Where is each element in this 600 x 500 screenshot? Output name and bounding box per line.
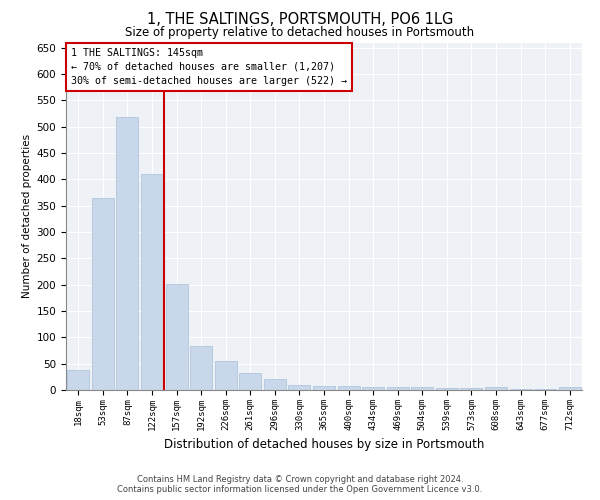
Bar [559,388,581,390]
Bar [190,346,212,390]
X-axis label: Distribution of detached houses by size in Portsmouth: Distribution of detached houses by size … [164,438,484,451]
Bar [411,388,433,390]
Bar [116,118,139,390]
Text: 1 THE SALTINGS: 145sqm
← 70% of detached houses are smaller (1,207)
30% of semi-: 1 THE SALTINGS: 145sqm ← 70% of detached… [71,48,347,86]
Bar [92,198,114,390]
Bar [166,284,188,390]
Bar [436,388,458,390]
Bar [289,384,310,390]
Bar [264,380,286,390]
Bar [485,388,507,390]
Bar [509,389,532,390]
Bar [386,388,409,390]
Bar [239,372,262,390]
Y-axis label: Number of detached properties: Number of detached properties [22,134,32,298]
Bar [362,388,384,390]
Bar [338,386,359,390]
Text: 1, THE SALTINGS, PORTSMOUTH, PO6 1LG: 1, THE SALTINGS, PORTSMOUTH, PO6 1LG [147,12,453,28]
Bar [460,388,482,390]
Bar [313,386,335,390]
Text: Contains HM Land Registry data © Crown copyright and database right 2024.
Contai: Contains HM Land Registry data © Crown c… [118,474,482,494]
Bar [141,174,163,390]
Bar [67,370,89,390]
Text: Size of property relative to detached houses in Portsmouth: Size of property relative to detached ho… [125,26,475,39]
Bar [534,389,556,390]
Bar [215,361,237,390]
